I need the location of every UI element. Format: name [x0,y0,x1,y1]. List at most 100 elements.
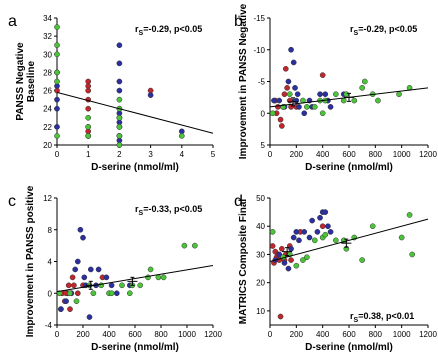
data-point-green [54,24,60,30]
data-point-green [311,104,318,110]
data-point-blue [113,290,120,297]
data-point-blue [309,217,315,224]
x-tick-label: 1200 [419,330,437,339]
x-tick-label: 3 [148,150,153,159]
y-axis-label: Improvement in PANSS positive [25,185,36,337]
data-point-green [375,97,381,104]
regression-line [56,264,214,293]
x-axis-label: D-serine (nmol/ml) [305,342,393,353]
correlation-stat: rS=0.38, p<0.01 [350,311,414,324]
data-point-green [116,133,123,139]
data-point-red [281,91,288,98]
stat-value: =-0.29, p<0.05 [143,24,202,34]
y-tick-label: 20 [43,141,52,150]
data-point-red [319,72,326,79]
data-point-green [119,282,125,289]
data-point-green [293,262,300,269]
x-tick-label: 1000 [178,330,196,339]
data-point-blue [290,234,297,241]
stat-value: =0.38, p<0.01 [358,311,414,321]
y-tick-label: 8 [48,226,53,235]
data-point-green [54,69,60,76]
data-point-blue [116,78,123,85]
y-tick-label: 22 [43,123,52,132]
stat-subscript: S [139,210,144,217]
data-point-green [90,290,97,297]
data-point-blue [74,258,81,265]
data-point-green [359,85,366,91]
x-tick-label: 800 [154,330,168,339]
x-tick-label: 200 [290,150,304,159]
data-point-green [351,97,358,104]
data-point-red [279,123,285,129]
data-point-blue [293,97,300,104]
data-point-green [126,290,133,297]
x-tick-label: 0 [55,330,60,339]
data-point-green [322,231,329,238]
x-tick-label: 800 [369,150,383,159]
data-point-blue [54,124,60,130]
x-axis-label: D-serine (nmol/ml) [91,162,179,173]
data-point-red [277,116,284,123]
x-tick-label: 400 [102,330,116,339]
x-axis-label: D-serine (nmol/ml) [91,342,179,353]
stat-symbol: r [350,24,354,34]
data-point-green [332,237,339,244]
data-point-green [286,91,293,98]
data-point-green [398,234,405,241]
data-point-green [396,91,402,98]
y-axis-label: Improvement in PANSS Negative [238,3,249,159]
y-axis-label: Baseline [26,60,37,102]
data-point-blue [325,223,331,230]
data-point-green [147,266,154,273]
y-tick-label: 4 [48,258,53,267]
stat-value: =-0.29, p<0.05 [358,24,417,34]
data-point-green [343,91,350,98]
x-tick-label: 2 [117,150,122,159]
data-point-red [279,245,285,252]
panel-label: c [8,193,16,210]
data-point-blue [58,306,64,312]
data-point-red [288,257,294,263]
data-point-green [406,212,413,218]
data-point-green [116,114,123,121]
data-point-green [191,242,198,249]
y-tick-label: 32 [43,32,52,41]
x-tick-label: 0 [268,330,273,339]
data-point-blue [116,87,123,94]
y-tick-label: 0 [261,109,266,118]
data-point-red [282,65,289,72]
data-point-red [67,306,73,312]
data-point-blue [296,104,302,110]
x-tick-label: 0 [268,150,273,159]
stat-value: =-0.33, p<0.05 [143,204,202,214]
data-point-blue [322,209,329,215]
y-tick-label: 50 [256,194,265,203]
y-tick-label: -5 [258,78,266,87]
data-point-blue [276,97,283,104]
x-tick-label: 200 [290,330,304,339]
regression-line [269,218,429,262]
data-point-green [178,133,185,139]
data-point-green [85,124,92,130]
data-point-red [85,105,92,112]
data-point-blue [281,260,288,266]
data-point-red [319,223,326,230]
data-point-green [409,251,416,258]
data-point-blue [95,266,102,273]
data-point-red [74,290,81,297]
x-tick-label: 600 [342,150,356,159]
x-tick-label: 5 [211,150,216,159]
x-tick-label: 1000 [393,150,411,159]
data-point-blue [81,274,88,281]
data-point-blue [301,110,308,117]
data-point-green [304,254,310,261]
y-tick-label: 30 [256,250,265,259]
data-point-blue [293,229,300,235]
data-point-red [286,97,293,104]
y-tick-label: 40 [256,222,265,231]
data-point-green [54,78,60,85]
x-tick-label: 4 [180,150,185,159]
data-point-green [304,104,310,110]
